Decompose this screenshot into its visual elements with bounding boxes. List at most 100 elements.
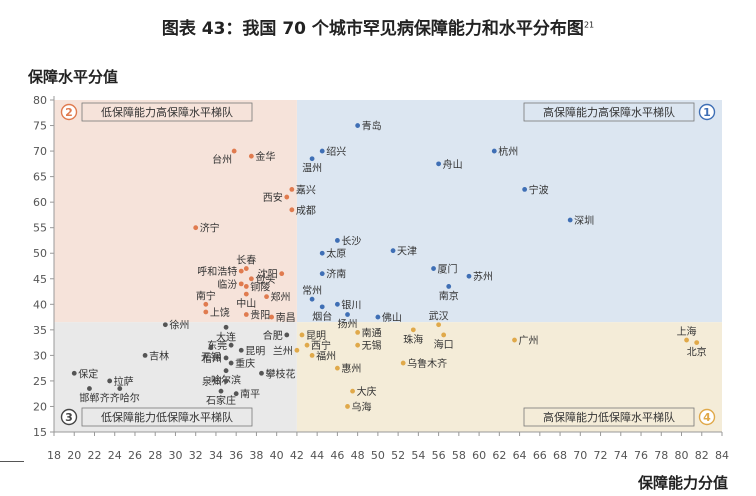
data-point (334, 301, 340, 307)
quadrant-number-circle (698, 103, 716, 121)
x-tick-label: 52 (391, 449, 405, 462)
point-label: 常州 (302, 284, 322, 297)
point-label: 临汾 (217, 278, 237, 291)
point-label: 成都 (296, 205, 316, 217)
point-label: 烟台 (312, 310, 332, 323)
quadrant-number-circle (698, 408, 716, 426)
quadrant-number: 1 (703, 106, 711, 119)
x-tick-label: 18 (47, 449, 61, 462)
data-point (231, 148, 237, 154)
data-point (491, 148, 497, 154)
x-tick-label: 60 (472, 449, 486, 462)
data-point (238, 281, 244, 287)
data-point (117, 386, 123, 391)
point-label: 邯郸 (79, 392, 99, 405)
point-label: 天津 (397, 246, 417, 258)
point-label: 厦门 (438, 263, 458, 276)
y-tick-label: 55 (33, 222, 47, 235)
x-tick-label: 62 (492, 449, 506, 462)
data-point (466, 273, 472, 279)
data-point (319, 148, 325, 154)
quadrant-label-box (523, 407, 695, 427)
point-label: 杭州 (498, 145, 518, 158)
quadrant-label-box (81, 102, 253, 122)
data-point (350, 388, 355, 394)
data-point (218, 388, 224, 394)
quadrant-bg-2 (54, 100, 297, 323)
data-point (71, 370, 77, 376)
x-tick-label: 80 (675, 449, 689, 462)
point-label: 乌鲁木齐 (407, 357, 447, 370)
data-point (238, 347, 244, 353)
point-label: 郑州 (271, 291, 291, 304)
data-point (279, 271, 285, 277)
point-label: 海口 (434, 338, 454, 351)
data-point (87, 386, 92, 391)
x-tick-label: 24 (108, 449, 122, 462)
data-point (289, 207, 295, 213)
quadrant-number-circle (60, 408, 78, 426)
data-point (162, 322, 168, 328)
data-point (345, 404, 350, 409)
point-label: 攀枝花 (265, 367, 295, 380)
y-tick-label: 80 (33, 94, 47, 107)
quadrant-label: 高保障能力低保障水平梯队 (543, 410, 675, 424)
point-label: 台州 (212, 153, 232, 166)
y-tick-label: 60 (33, 196, 47, 209)
point-label: 太原 (326, 247, 346, 260)
data-point (522, 186, 528, 192)
data-point (694, 340, 700, 346)
x-tick-label: 30 (168, 449, 182, 462)
data-point (334, 238, 340, 243)
data-point (319, 271, 325, 277)
chart-title: 图表 43：我国 70 个城市罕见病保障能力和水平分布图21 (161, 19, 595, 39)
point-label: 济南 (326, 268, 346, 281)
point-label: 呼和浩特 (197, 266, 237, 278)
x-tick-label: 34 (209, 449, 223, 462)
data-point (223, 324, 229, 330)
x-tick-label: 38 (249, 449, 263, 462)
y-tick-label: 35 (33, 324, 47, 337)
y-axis-label: 保障水平分值 (28, 68, 119, 86)
quadrant-label: 低保障能力高保障水平梯队 (101, 105, 233, 119)
x-tick-label: 74 (614, 449, 628, 462)
point-label: 南平 (240, 388, 260, 401)
y-tick-label: 40 (33, 298, 47, 311)
point-label: 温州 (302, 163, 322, 175)
x-tick-label: 28 (148, 449, 162, 462)
y-tick-label: 65 (33, 171, 47, 184)
data-point (228, 342, 234, 348)
quadrant-backgrounds (54, 100, 722, 432)
data-point (193, 225, 199, 231)
point-label: 贵阳 (250, 309, 270, 322)
point-label: 西安 (263, 191, 283, 204)
point-label: 石家庄 (206, 394, 236, 407)
point-label: 大连 (216, 330, 236, 343)
data-point (107, 378, 113, 384)
data-point (269, 314, 275, 320)
y-tick-label: 15 (33, 426, 47, 439)
point-label: 昆明 (245, 345, 265, 357)
point-label: 上海 (677, 325, 697, 338)
point-label: 青岛 (362, 120, 382, 133)
y-tick-label: 30 (33, 349, 47, 362)
x-axis-label: 保障能力分值 (637, 474, 728, 492)
data-point (319, 250, 325, 256)
data-point (233, 391, 239, 397)
x-tick-label: 76 (634, 449, 648, 462)
data-point (259, 370, 264, 376)
y-tick-label: 70 (33, 145, 47, 158)
point-label: 中山 (236, 297, 256, 310)
x-tick-label: 46 (330, 449, 344, 462)
x-tick-label: 58 (452, 449, 466, 462)
point-label: 无锡 (362, 339, 382, 352)
x-tick-label: 56 (432, 449, 446, 462)
quadrant-label-box (81, 407, 253, 427)
x-tick-label: 82 (695, 449, 709, 462)
x-tick-label: 68 (553, 449, 567, 462)
x-tick-label: 70 (573, 449, 587, 462)
quadrant-labels: 高保障能力高保障水平梯队 1 低保障能力高保障水平梯队 2 低保障能力低保障水平梯队 3 高… (60, 102, 716, 427)
x-tick-label: 78 (654, 449, 668, 462)
data-point (512, 337, 517, 343)
x-tick-label: 26 (128, 449, 142, 462)
